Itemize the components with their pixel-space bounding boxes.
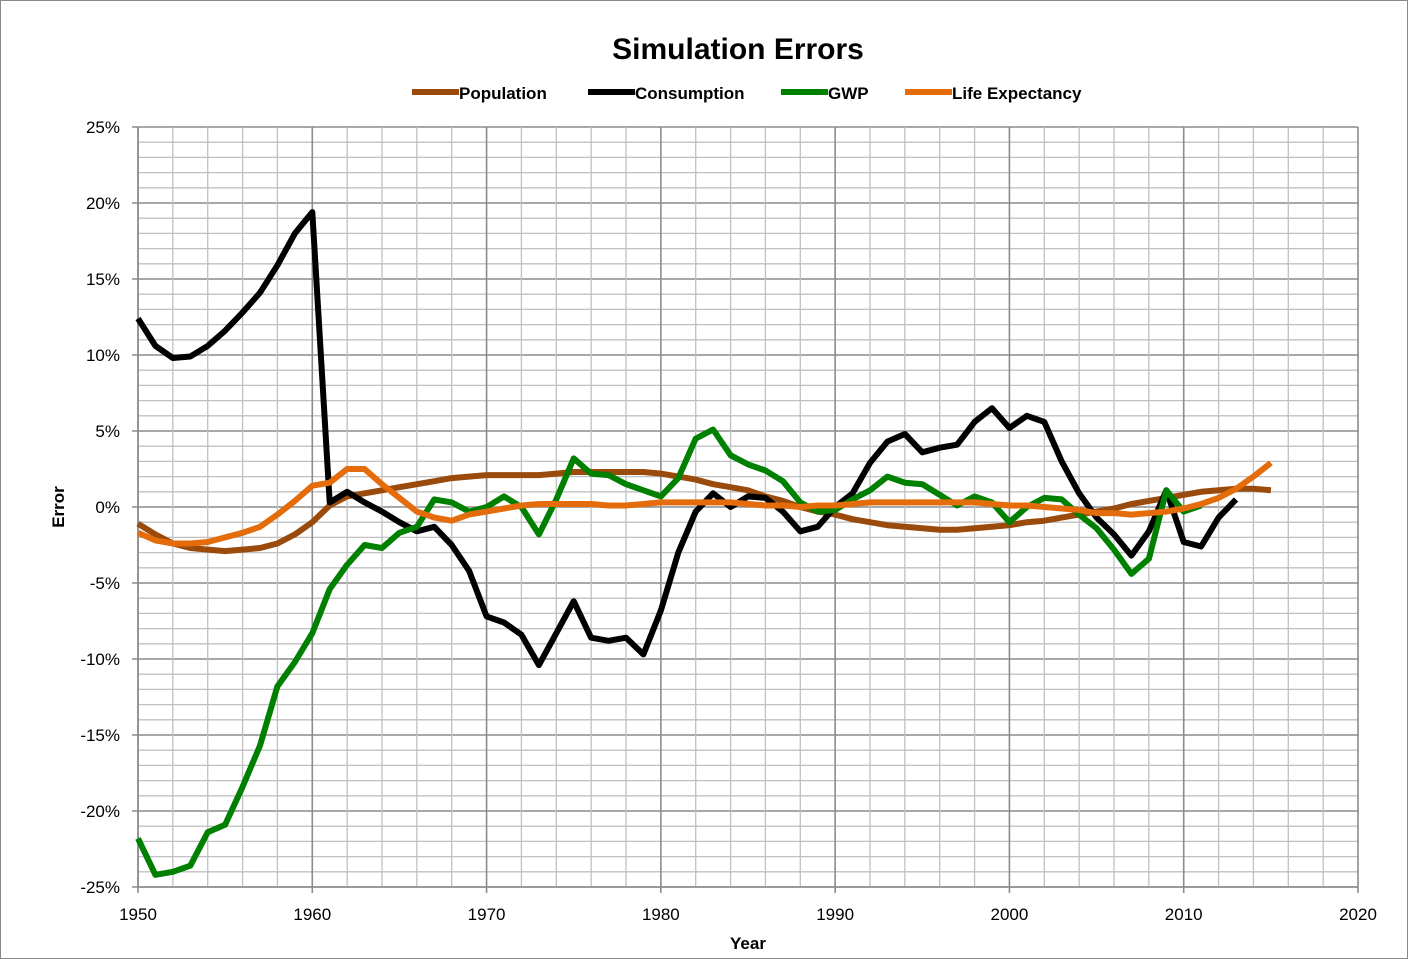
y-tick-label: -5% <box>90 574 120 593</box>
y-axis-label: Error <box>49 486 68 528</box>
y-tick-label: 10% <box>86 346 120 365</box>
x-tick-label: 2000 <box>991 905 1029 924</box>
series-line-gwp <box>135 426 1203 878</box>
series-line-consumption <box>135 209 1239 669</box>
x-tick-label: 2020 <box>1339 905 1377 924</box>
x-tick-label: 1960 <box>293 905 331 924</box>
y-tick-label: -20% <box>80 802 120 821</box>
series-lines <box>135 209 1273 878</box>
y-tick-label: -25% <box>80 878 120 897</box>
x-tick-label: 1980 <box>642 905 680 924</box>
y-tick-label: 0% <box>95 498 120 517</box>
y-tick-label: 5% <box>95 422 120 441</box>
legend-label: Life Expectancy <box>952 84 1082 103</box>
x-tick-label: 1990 <box>816 905 854 924</box>
legend-label: Consumption <box>635 84 745 103</box>
y-tick-label: 25% <box>86 118 120 137</box>
legend-label: Population <box>459 84 547 103</box>
x-tick-label: 2010 <box>1165 905 1203 924</box>
x-tick-label: 1970 <box>468 905 506 924</box>
y-tick-label: -10% <box>80 650 120 669</box>
legend: Population Consumption GWP Life Expectancy <box>412 84 1082 103</box>
x-tick-label: 1950 <box>119 905 157 924</box>
y-axis-ticks: 25% 20% 15% 10% 5% 0% -5% -10% -15% -20% -25% <box>80 118 120 897</box>
y-tick-label: -15% <box>80 726 120 745</box>
x-axis-label: Year <box>730 934 766 953</box>
y-tick-label: 20% <box>86 194 120 213</box>
y-tick-label: 15% <box>86 270 120 289</box>
x-axis-ticks: 1950 1960 1970 1980 1990 2000 2010 2020 <box>119 905 1377 924</box>
grid <box>132 126 1359 893</box>
legend-label: GWP <box>828 84 869 103</box>
chart-title: Simulation Errors <box>612 33 864 66</box>
series-line-life-expectancy <box>136 460 1273 547</box>
